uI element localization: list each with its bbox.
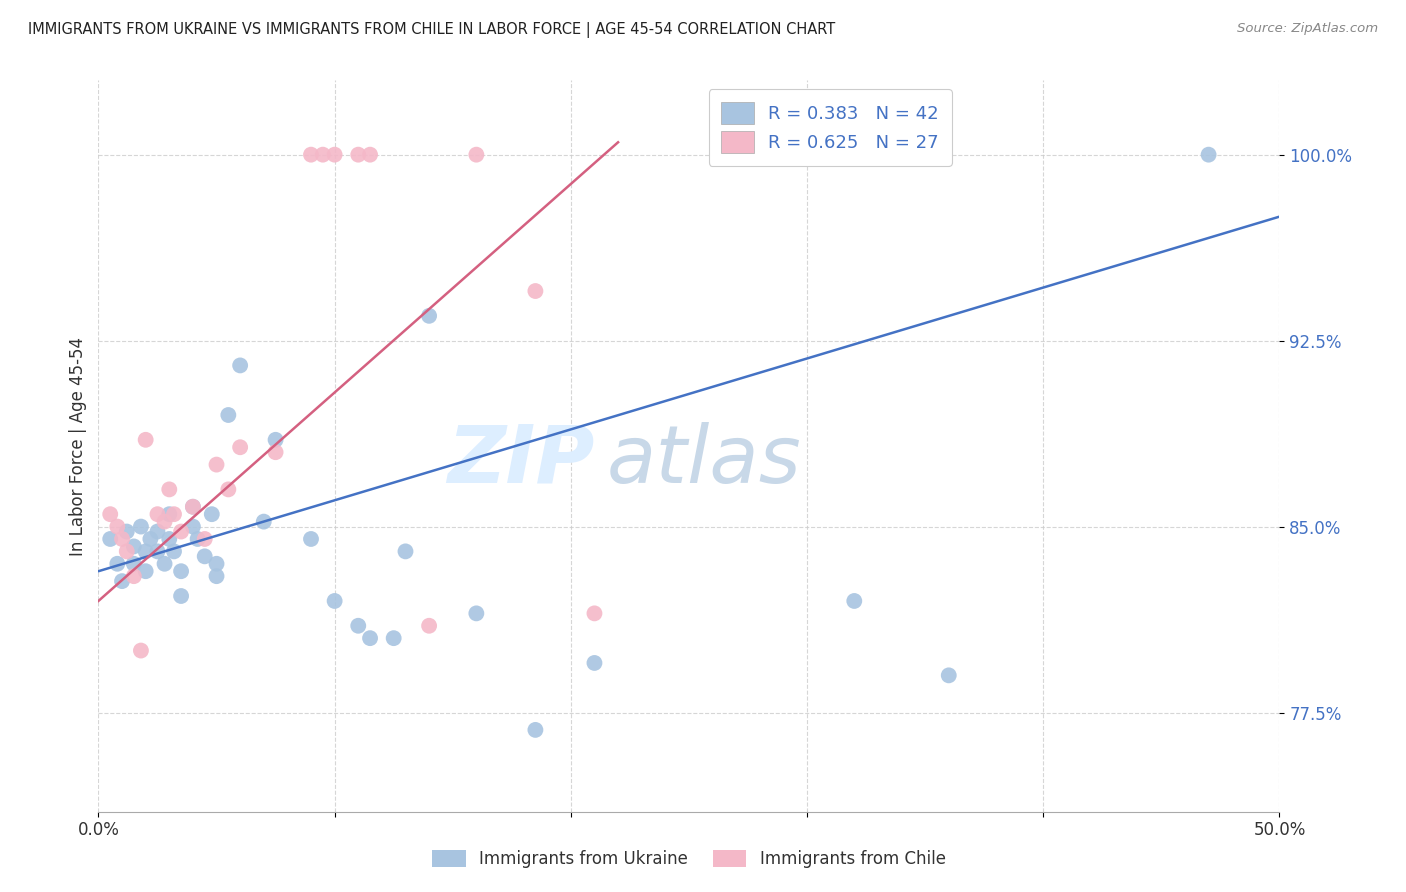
Point	[465, 607, 488, 621]
Point	[323, 594, 346, 608]
Text: ZIP: ZIP	[447, 422, 595, 500]
Point	[105, 557, 128, 571]
Point	[135, 433, 157, 447]
Point	[583, 607, 606, 621]
Point	[111, 574, 134, 588]
Point	[163, 544, 186, 558]
Point	[157, 532, 180, 546]
Point	[201, 507, 224, 521]
Point	[524, 284, 547, 298]
Point	[98, 532, 121, 546]
Point	[299, 147, 322, 161]
Point	[205, 569, 228, 583]
Point	[359, 147, 381, 161]
Point	[139, 532, 162, 546]
Point	[153, 515, 176, 529]
Legend: Immigrants from Ukraine, Immigrants from Chile: Immigrants from Ukraine, Immigrants from…	[426, 843, 952, 875]
Point	[382, 631, 405, 645]
Point	[146, 524, 169, 539]
Point	[359, 631, 381, 645]
Point	[347, 147, 370, 161]
Point	[187, 532, 209, 546]
Point	[105, 519, 128, 533]
Point	[194, 549, 217, 564]
Text: atlas: atlas	[606, 422, 801, 500]
Text: IMMIGRANTS FROM UKRAINE VS IMMIGRANTS FROM CHILE IN LABOR FORCE | AGE 45-54 CORR: IMMIGRANTS FROM UKRAINE VS IMMIGRANTS FR…	[28, 22, 835, 38]
Point	[170, 564, 193, 578]
Point	[229, 359, 252, 373]
Point	[135, 544, 157, 558]
Point	[347, 619, 370, 633]
Point	[418, 619, 440, 633]
Point	[299, 532, 322, 546]
Text: Source: ZipAtlas.com: Source: ZipAtlas.com	[1237, 22, 1378, 36]
Point	[129, 643, 152, 657]
Y-axis label: In Labor Force | Age 45-54: In Labor Force | Age 45-54	[69, 336, 87, 556]
Point	[418, 309, 440, 323]
Point	[146, 544, 169, 558]
Point	[181, 519, 204, 533]
Point	[264, 433, 287, 447]
Point	[181, 500, 204, 514]
Point	[194, 532, 217, 546]
Point	[205, 458, 228, 472]
Point	[115, 544, 138, 558]
Point	[938, 668, 960, 682]
Point	[253, 515, 276, 529]
Legend: R = 0.383   N = 42, R = 0.625   N = 27: R = 0.383 N = 42, R = 0.625 N = 27	[709, 89, 952, 166]
Point	[205, 557, 228, 571]
Point	[217, 483, 239, 497]
Point	[844, 594, 866, 608]
Point	[170, 589, 193, 603]
Point	[122, 569, 145, 583]
Point	[163, 507, 186, 521]
Point	[98, 507, 121, 521]
Point	[122, 540, 145, 554]
Point	[465, 147, 488, 161]
Point	[583, 656, 606, 670]
Point	[217, 408, 239, 422]
Point	[157, 507, 180, 521]
Point	[157, 483, 180, 497]
Point	[135, 564, 157, 578]
Point	[312, 147, 335, 161]
Point	[323, 147, 346, 161]
Point	[524, 723, 547, 737]
Point	[129, 519, 152, 533]
Point	[170, 524, 193, 539]
Point	[115, 524, 138, 539]
Point	[153, 557, 176, 571]
Point	[1198, 147, 1220, 161]
Point	[229, 440, 252, 454]
Point	[122, 557, 145, 571]
Point	[146, 507, 169, 521]
Point	[394, 544, 416, 558]
Point	[264, 445, 287, 459]
Point	[181, 500, 204, 514]
Point	[111, 532, 134, 546]
